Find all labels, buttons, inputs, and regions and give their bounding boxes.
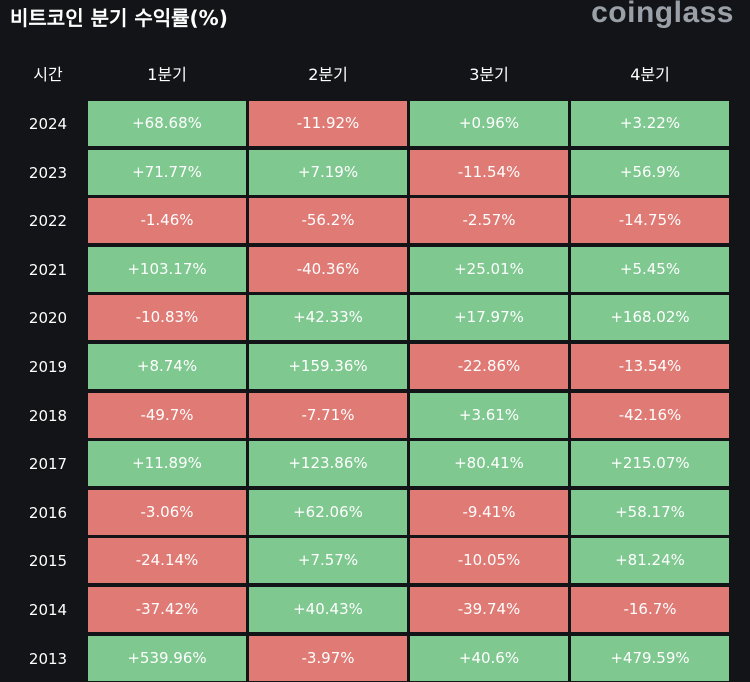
return-cell: -13.54% bbox=[571, 343, 729, 389]
return-cell: -14.75% bbox=[571, 198, 729, 244]
return-cell: +123.86% bbox=[249, 441, 407, 487]
return-cell: -11.92% bbox=[249, 101, 407, 146]
table-row: 2017 +11.89% +123.86% +80.41% +215.07% bbox=[0, 440, 750, 489]
column-header-time: 시간 bbox=[33, 65, 63, 84]
return-cell: +479.59% bbox=[571, 635, 729, 681]
return-cell: +68.68% bbox=[88, 101, 246, 146]
return-cell: +159.36% bbox=[249, 343, 407, 389]
return-cell: +40.6% bbox=[410, 635, 568, 681]
table-row: 2022 -1.46% -56.2% -2.57% -14.75% bbox=[0, 197, 750, 246]
return-cell: +0.96% bbox=[410, 101, 568, 146]
return-cell: -7.71% bbox=[249, 392, 407, 438]
year-label: 2017 bbox=[28, 455, 68, 474]
table-row: 2019 +8.74% +159.36% -22.86% -13.54% bbox=[0, 343, 750, 392]
return-cell: +71.77% bbox=[88, 149, 246, 195]
return-cell: -22.86% bbox=[410, 343, 568, 389]
table-row: 2021 +103.17% -40.36% +25.01% +5.45% bbox=[0, 246, 750, 295]
return-cell: -11.54% bbox=[410, 149, 568, 195]
return-cell: +56.9% bbox=[571, 149, 729, 195]
return-cell: +3.22% bbox=[571, 101, 729, 146]
return-cell: -10.05% bbox=[410, 538, 568, 584]
return-cell: +17.97% bbox=[410, 295, 568, 341]
return-cell: +81.24% bbox=[571, 538, 729, 584]
column-header-q4: 4분기 bbox=[630, 65, 670, 84]
return-cell: +11.89% bbox=[88, 441, 246, 487]
return-cell: -10.83% bbox=[88, 295, 246, 341]
return-cell: +5.45% bbox=[571, 246, 729, 292]
return-cell: -3.06% bbox=[88, 489, 246, 535]
year-label: 2013 bbox=[28, 649, 68, 668]
return-cell: +42.33% bbox=[249, 295, 407, 341]
return-cell: +40.43% bbox=[249, 586, 407, 632]
year-label: 2016 bbox=[28, 503, 68, 522]
table-body: 2024 +68.68% -11.92% +0.96% +3.22% 2023 +71.77… bbox=[0, 100, 750, 682]
return-cell: -3.97% bbox=[249, 635, 407, 681]
return-cell: -9.41% bbox=[410, 489, 568, 535]
return-cell: +58.17% bbox=[571, 489, 729, 535]
year-label: 2014 bbox=[28, 600, 68, 619]
return-cell: -40.36% bbox=[249, 246, 407, 292]
return-cell: -42.16% bbox=[571, 392, 729, 438]
page-title: 비트코인 분기 수익률(%) bbox=[10, 6, 228, 30]
table-row: 2014 -37.42% +40.43% -39.74% -16.7% bbox=[0, 586, 750, 635]
table-row: 2020 -10.83% +42.33% +17.97% +168.02% bbox=[0, 294, 750, 343]
return-cell: -56.2% bbox=[249, 198, 407, 244]
return-cell: -49.7% bbox=[88, 392, 246, 438]
table-row: 2015 -24.14% +7.57% -10.05% +81.24% bbox=[0, 537, 750, 586]
quarterly-returns-table: 시간 1분기 2분기 3분기 4분기 2024 +68.68% -11.92% +0.96% +… bbox=[0, 50, 750, 682]
return-cell: +80.41% bbox=[410, 441, 568, 487]
return-cell: -16.7% bbox=[571, 586, 729, 632]
table-row: 2023 +71.77% +7.19% -11.54% +56.9% bbox=[0, 149, 750, 198]
year-label: 2023 bbox=[28, 163, 68, 182]
return-cell: +539.96% bbox=[88, 635, 246, 681]
year-label: 2020 bbox=[28, 309, 68, 328]
return-cell: +168.02% bbox=[571, 295, 729, 341]
year-label: 2021 bbox=[28, 260, 68, 279]
table-row: 2016 -3.06% +62.06% -9.41% +58.17% bbox=[0, 489, 750, 538]
return-cell: +8.74% bbox=[88, 343, 246, 389]
return-cell: +7.19% bbox=[249, 149, 407, 195]
return-cell: +3.61% bbox=[410, 392, 568, 438]
table-row: 2013 +539.96% -3.97% +40.6% +479.59% bbox=[0, 635, 750, 682]
column-header-q2: 2분기 bbox=[308, 65, 348, 84]
return-cell: +103.17% bbox=[88, 246, 246, 292]
return-cell: +215.07% bbox=[571, 441, 729, 487]
return-cell: +25.01% bbox=[410, 246, 568, 292]
return-cell: +7.57% bbox=[249, 538, 407, 584]
return-cell: +62.06% bbox=[249, 489, 407, 535]
table-row: 2024 +68.68% -11.92% +0.96% +3.22% bbox=[0, 100, 750, 149]
return-cell: -24.14% bbox=[88, 538, 246, 584]
coinglass-logo: coinglass bbox=[591, 0, 734, 29]
year-label: 2022 bbox=[28, 212, 68, 231]
year-label: 2018 bbox=[28, 406, 68, 425]
year-label: 2024 bbox=[28, 115, 68, 133]
column-header-q3: 3분기 bbox=[469, 65, 509, 84]
table-header-row: 시간 1분기 2분기 3분기 4분기 bbox=[0, 50, 750, 100]
return-cell: -37.42% bbox=[88, 586, 246, 632]
column-header-q1: 1분기 bbox=[147, 65, 187, 84]
table-row: 2018 -49.7% -7.71% +3.61% -42.16% bbox=[0, 392, 750, 441]
year-label: 2019 bbox=[28, 357, 68, 376]
return-cell: -1.46% bbox=[88, 198, 246, 244]
year-label: 2015 bbox=[28, 552, 68, 571]
return-cell: -2.57% bbox=[410, 198, 568, 244]
return-cell: -39.74% bbox=[410, 586, 568, 632]
